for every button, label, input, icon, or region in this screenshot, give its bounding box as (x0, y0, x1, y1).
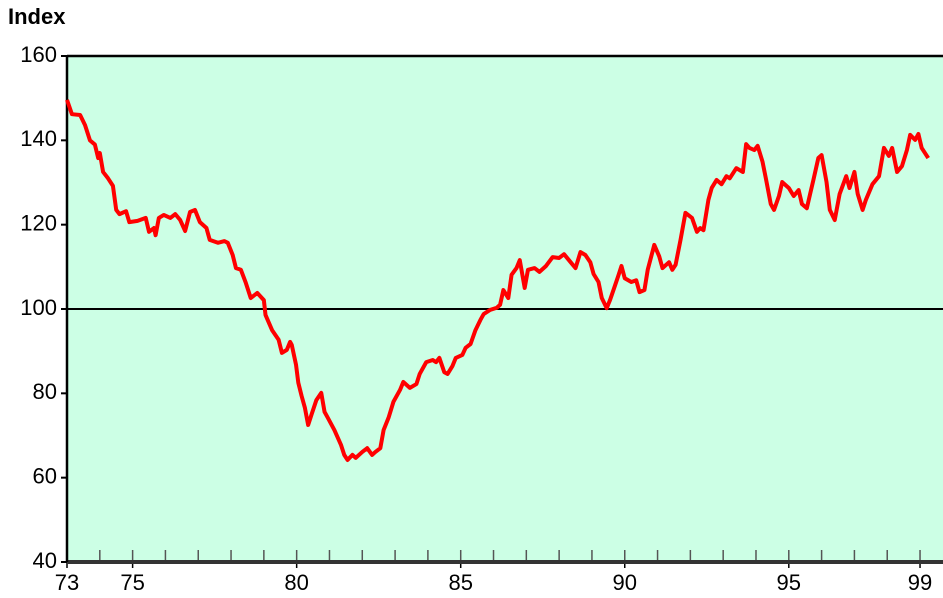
y-axis-label: Index (8, 4, 66, 29)
y-tick-label: 100 (20, 295, 57, 320)
x-tick-label: 99 (908, 570, 932, 595)
x-tick-label: 75 (120, 570, 144, 595)
y-tick-label: 140 (20, 126, 57, 151)
x-tick-label: 85 (448, 570, 472, 595)
x-tick-label: 90 (613, 570, 637, 595)
x-tick-label: 73 (55, 570, 79, 595)
x-tick-label: 80 (284, 570, 308, 595)
y-tick-label: 60 (33, 463, 57, 488)
data-line (65, 99, 930, 462)
y-tick-label: 160 (20, 42, 57, 67)
x-tick-label: 95 (777, 570, 801, 595)
y-tick-label: 120 (20, 210, 57, 235)
y-tick-label: 40 (33, 548, 57, 573)
y-tick-label: 80 (33, 379, 57, 404)
